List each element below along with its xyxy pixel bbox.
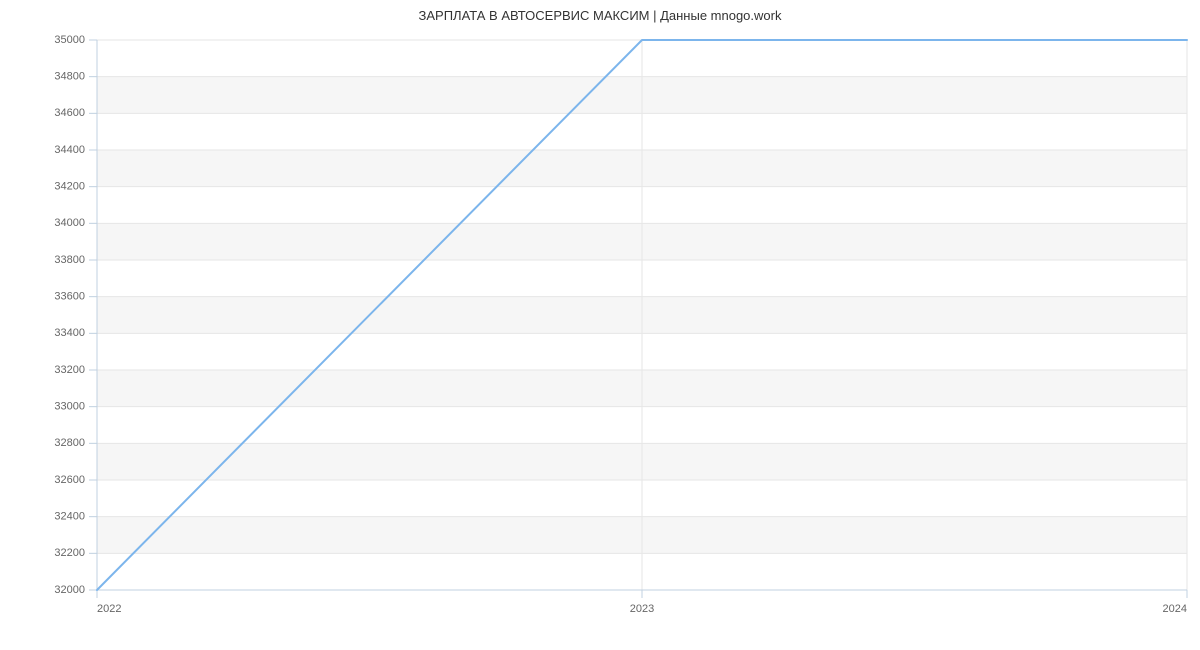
chart-svg: 32000 32200 32400 32600 32800 33000 33200 33400… [0,0,1200,650]
salary-line-chart: ЗАРПЛАТА В АВТОСЕРВИС МАКСИМ | Данные mn… [0,0,1200,650]
y-tick-label: 33800 [54,254,85,266]
y-tick-label: 33000 [54,401,85,413]
y-tick-label: 34400 [54,144,85,156]
x-tick-label: 2024 [1163,603,1187,615]
y-tick-label: 34800 [54,71,85,83]
y-tick-label: 32800 [54,437,85,449]
y-tick-label: 33400 [54,327,85,339]
x-tick-label: 2023 [630,603,654,615]
chart-title: ЗАРПЛАТА В АВТОСЕРВИС МАКСИМ | Данные mn… [0,8,1200,23]
y-tick-label: 34000 [54,217,85,229]
y-tick-label: 33600 [54,291,85,303]
y-tick-label: 35000 [54,34,85,46]
y-tick-label: 33200 [54,364,85,376]
y-tick-label: 32400 [54,511,85,523]
y-tick-label: 34200 [54,181,85,193]
y-tick-label: 32600 [54,474,85,486]
y-tick-label: 34600 [54,107,85,119]
y-tick-label: 32000 [54,584,85,596]
y-tick-label: 32200 [54,547,85,559]
x-tick-label: 2022 [97,603,121,615]
